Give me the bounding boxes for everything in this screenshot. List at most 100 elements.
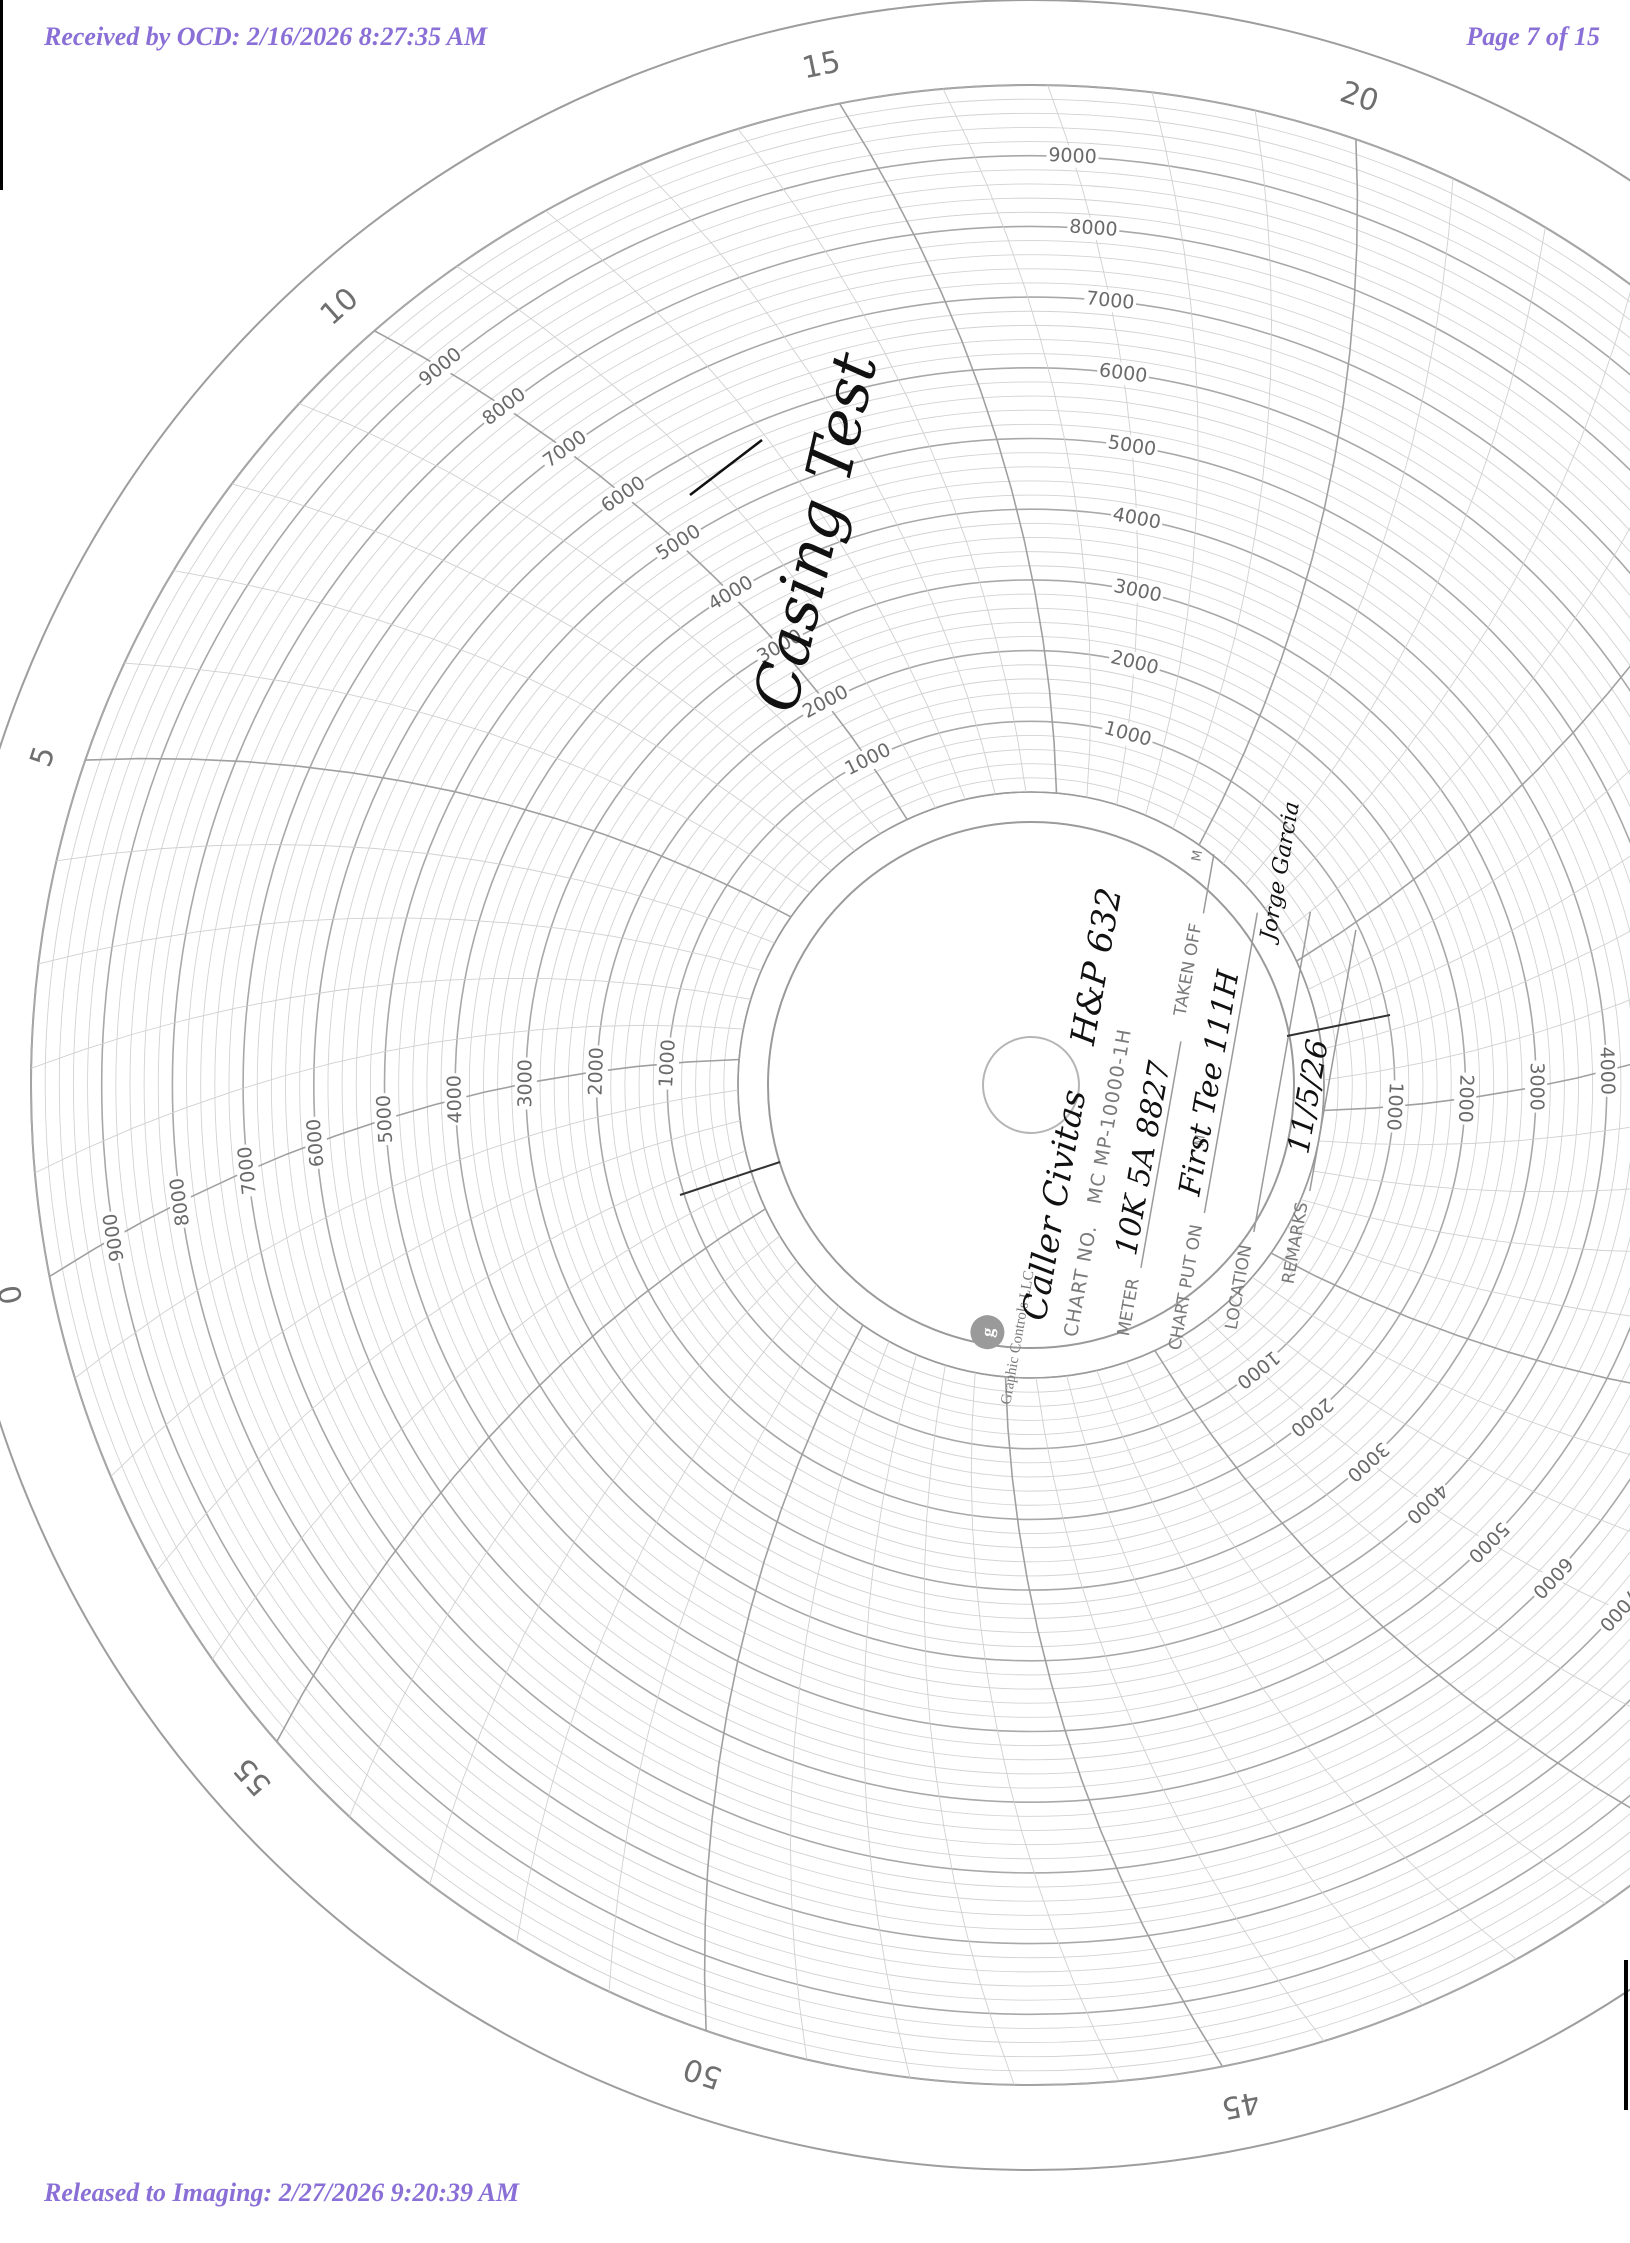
time-line — [1172, 110, 1272, 829]
pressure-label: 4000 — [704, 571, 757, 615]
inner-ring — [737, 791, 1325, 1379]
time-line — [838, 103, 1058, 794]
put-on-m-mark: M — [1192, 1134, 1209, 1148]
pressure-ring — [553, 607, 1509, 1563]
pressure-ring — [582, 636, 1480, 1534]
pressure-label: 4000 — [443, 1075, 466, 1124]
pressure-ring — [313, 367, 1630, 1803]
pressure-label-bg — [373, 1092, 398, 1146]
pressure-ring — [680, 734, 1382, 1436]
chart-hub: g Graphic Controls LLC CHART NO. MC MP-1… — [767, 800, 1357, 1406]
time-line — [1145, 92, 1199, 816]
released-stamp: Released to Imaging: 2/27/2026 9:20:39 A… — [44, 2178, 519, 2207]
pressure-ring — [200, 254, 1630, 1916]
pressure-label: 3000 — [1526, 1062, 1548, 1110]
pressure-ring — [412, 466, 1630, 1704]
time-line — [1181, 1335, 1630, 1707]
time-line — [74, 1089, 739, 1379]
time-line — [1318, 1126, 1630, 1146]
pressure-label-bg — [1594, 1044, 1619, 1098]
pressure-label: 4000 — [1596, 1046, 1619, 1095]
handwritten-signature: Jorge Garcia — [1255, 800, 1305, 947]
pressure-ring — [129, 183, 1630, 1987]
pressure-label-bg — [1593, 1583, 1630, 1637]
pressure-label-bg — [655, 1036, 681, 1091]
pressure-ring — [709, 763, 1353, 1407]
pressure-ring — [285, 339, 1630, 1831]
time-line — [429, 1260, 798, 1885]
time-line — [211, 1179, 755, 1660]
pressure-ring — [440, 494, 1622, 1676]
pressure-label-bg — [797, 680, 854, 725]
pen-trace-end — [1286, 1014, 1391, 1037]
time-line — [1125, 1361, 1606, 1905]
time-line — [173, 570, 832, 872]
time-line — [1321, 930, 1630, 1050]
pressure-label-bg — [595, 470, 652, 519]
time-line — [49, 1058, 740, 1278]
center-hole — [982, 1036, 1080, 1134]
time-line — [639, 164, 996, 795]
pressure-ring — [539, 593, 1523, 1577]
pressure-label-bg — [702, 570, 759, 617]
pressure-ring — [355, 409, 1630, 1761]
pressure-label-bg — [1109, 503, 1165, 535]
pressure-label-bg — [1284, 1391, 1339, 1442]
time-line — [1307, 769, 1630, 991]
pressure-ring — [723, 777, 1339, 1393]
pressure-ring — [73, 127, 1630, 2043]
pressure-ring — [271, 325, 1630, 1845]
time-line — [1230, 1298, 1630, 1532]
pressure-label-bg — [751, 624, 808, 670]
pressure-ring — [695, 749, 1367, 1421]
time-line — [298, 403, 881, 835]
pressure-label-bg — [413, 342, 468, 393]
pressure-label-bg — [1525, 1060, 1548, 1113]
pressure-label-bg — [477, 382, 532, 432]
pressure-ring — [59, 113, 1630, 2057]
pressure-label-bg — [1230, 1344, 1286, 1395]
pressure-ring — [468, 522, 1594, 1648]
pressure-ring — [87, 141, 1630, 2029]
pressure-ring — [398, 452, 1630, 1718]
time-line — [1222, 178, 1454, 865]
time-line — [56, 844, 775, 944]
taken-off-m-mark: M — [1189, 849, 1206, 863]
minute-label: 10 — [314, 281, 366, 333]
pressure-label: 3000 — [514, 1059, 536, 1107]
pressure-ring — [383, 437, 1630, 1733]
time-line — [608, 1305, 840, 1992]
time-line — [34, 1024, 744, 1174]
time-line — [1004, 1376, 1224, 2067]
svg-text:g: g — [977, 1326, 998, 1338]
page-number: Page 7 of 15 — [1466, 22, 1600, 51]
pressure-label-bg — [650, 519, 707, 567]
pressure-label-bg — [99, 1209, 130, 1265]
time-line — [156, 1150, 746, 1571]
pressure-label: 6000 — [1098, 359, 1149, 387]
pressure-label-bg — [1066, 215, 1121, 242]
pressure-label-bg — [1083, 287, 1138, 315]
pressure-ring — [30, 84, 1630, 2086]
pressure-ring — [483, 537, 1579, 1633]
minute-label: 5 — [24, 742, 63, 771]
pressure-label: 6000 — [303, 1118, 329, 1168]
pressure-label: 8000 — [1069, 215, 1119, 240]
time-line — [1311, 1170, 1630, 1193]
time-line — [1270, 1252, 1630, 1384]
pressure-label-bg — [1099, 716, 1156, 752]
time-line — [923, 1365, 1015, 2086]
pressure-label-bg — [1046, 144, 1099, 169]
time-line — [545, 210, 966, 800]
chart-labels: 0510152040455055601000200030004000500060… — [0, 44, 1630, 2126]
time-line — [1323, 999, 1630, 1081]
time-line — [703, 1324, 864, 2031]
minute-label: 55 — [227, 1750, 279, 1802]
pressure-ring — [171, 225, 1630, 1945]
time-line — [1244, 227, 1546, 886]
pressure-label-bg — [1109, 575, 1166, 608]
pressure-label-bg — [443, 1072, 468, 1126]
time-line — [1154, 1350, 1630, 1809]
pressure-label-bg — [514, 1057, 537, 1110]
pressure-ring — [242, 296, 1630, 1874]
